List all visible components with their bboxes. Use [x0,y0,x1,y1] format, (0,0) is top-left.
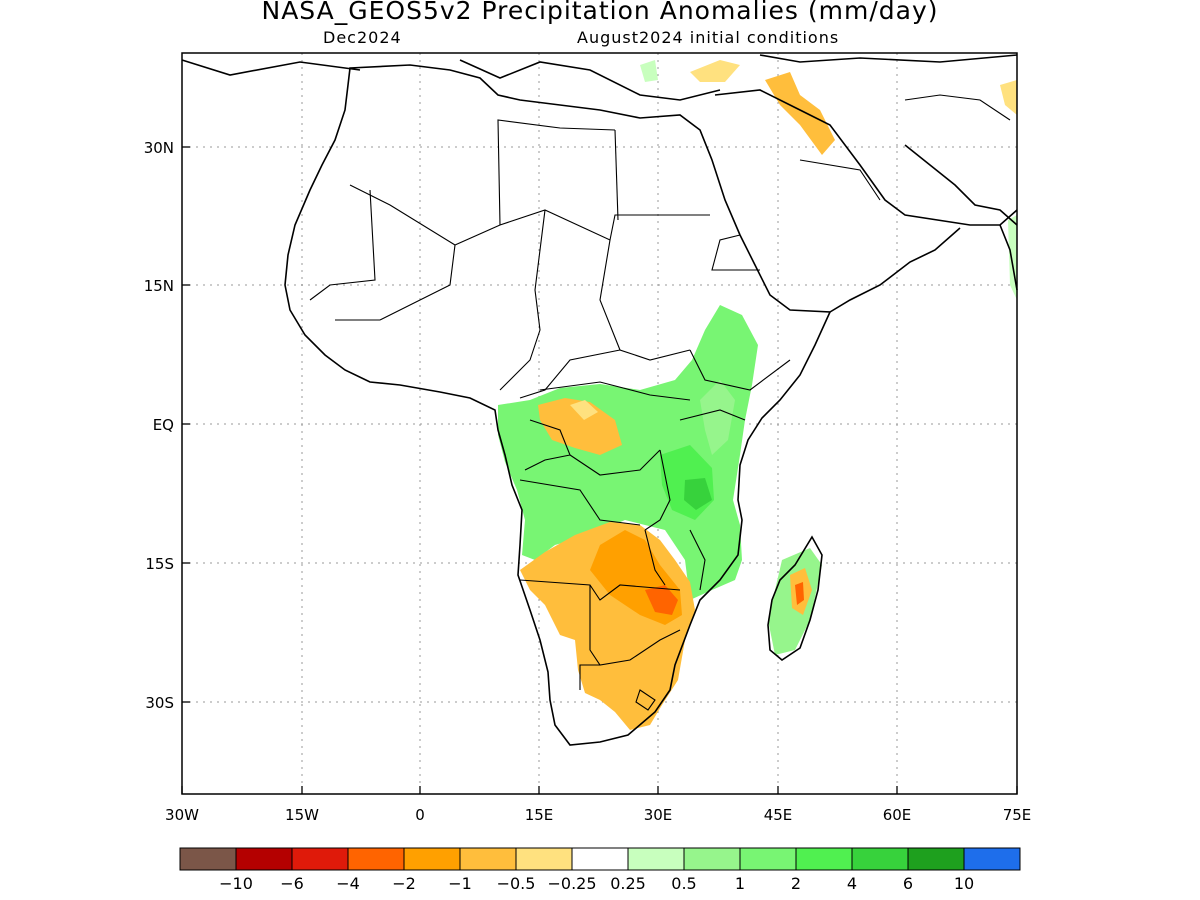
dry-anomaly-levant [690,60,740,82]
colorbar-swatch [907,847,965,871]
lat-tick-15s: 15S [145,555,174,573]
madagascar-coastline [767,535,823,661]
arabia-coastline [714,89,1018,313]
colorbar-label: −6 [280,874,304,893]
colorbar-label: 4 [847,874,857,893]
colorbar-swatch [235,847,293,871]
colorbar-label: 10 [954,874,974,893]
country-borders [309,94,1011,711]
colorbar-swatch [795,847,853,871]
lat-tick-eq: EQ [153,416,174,434]
colorbar-swatch [683,847,741,871]
lat-tick-30s: 30S [145,694,174,712]
colorbar: −10 −6 −4 −2 −1 −0.5 −0.25 0.25 0.5 1 2 4 6 10 [179,847,1021,893]
colorbar-label: −2 [392,874,416,893]
colorbar-swatch [403,847,461,871]
lon-tick-30e: 30E [644,806,673,824]
colorbar-swatch [851,847,909,871]
europe-coastline [181,54,1018,101]
colorbar-swatch [459,847,517,871]
persian-gulf-coastline [904,144,1018,226]
colorbar-swatch [291,847,349,871]
initial-conditions: August2024 initial conditions [577,28,840,47]
wet-anomaly-arabia-edge [1008,215,1017,300]
india-coastline [999,224,1018,291]
colorbar-label: 6 [903,874,913,893]
colorbar-label: −4 [336,874,360,893]
lon-tick-15e: 15E [525,806,554,824]
colorbar-label: −0.5 [497,874,536,893]
colorbar-label: −1 [448,874,472,893]
dry-anomaly-red-sea [765,72,835,155]
colorbar-swatch [739,847,797,871]
wet-anomaly-mediterranean [640,60,658,82]
lon-tick-75e: 75E [1003,806,1032,824]
colorbar-swatch [627,847,685,871]
lon-tick-0: 0 [415,806,425,824]
dry-anomaly-zimbabwe-core [645,585,678,615]
colorbar-label: 1 [735,874,745,893]
anomaly-shading [498,60,1017,730]
lon-tick-60e: 60E [883,806,912,824]
lon-tick-30w: 30W [165,806,199,824]
dry-anomaly-madagascar-core [795,582,804,605]
colorbar-label: 0.5 [671,874,696,893]
colorbar-swatch [571,847,629,871]
wet-anomaly-east-africa-strong [684,478,712,510]
lon-tick-15w: 15W [285,806,319,824]
tick-marks [181,146,1018,794]
colorbar-label: 0.25 [610,874,646,893]
lon-tick-45e: 45E [764,806,793,824]
colorbar-label: 2 [791,874,801,893]
colorbar-label: −10 [219,874,253,893]
wet-anomaly-light-band [700,380,735,455]
colorbar-label: −0.25 [547,874,596,893]
dry-anomaly-congo-north [538,398,622,455]
lat-tick-15n: 15N [144,277,174,295]
map-title: NASA_GEOS5v2 Precipitation Anomalies (mm… [261,0,939,25]
dry-anomaly-iran-edge [1000,80,1017,115]
wet-anomaly-central-africa [498,305,758,600]
colorbar-swatch [347,847,405,871]
forecast-month: Dec2024 [323,28,402,47]
colorbar-swatch [515,847,573,871]
lat-tick-30n: 30N [144,139,174,157]
colorbar-swatch [963,847,1021,871]
colorbar-swatch [179,847,237,871]
dry-anomaly-congo-light [570,400,598,420]
